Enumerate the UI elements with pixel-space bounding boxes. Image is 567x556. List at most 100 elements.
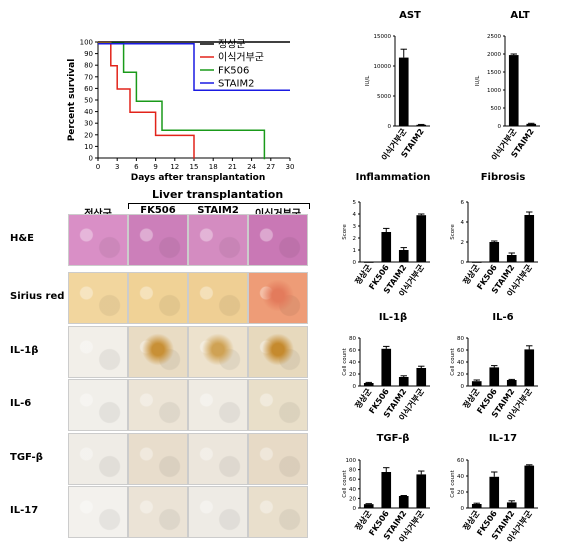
bar — [524, 349, 535, 386]
histology-column-label: FK506 — [140, 205, 176, 216]
bar-y-tick-label: 5 — [353, 200, 357, 206]
bar-y-tick-label: 20 — [349, 372, 356, 378]
histology-micrograph — [68, 486, 128, 538]
survival-y-tick-label: 60 — [84, 85, 93, 93]
histology-micrograph — [128, 272, 188, 324]
survival-x-label: Days after transplantation — [131, 173, 266, 183]
bar — [506, 255, 517, 262]
histology-micrograph — [128, 326, 188, 378]
bar-y-tick-label: 0 — [498, 124, 502, 130]
histology-micrograph — [248, 272, 308, 324]
bar — [416, 124, 427, 126]
histology-row-label: Sirius red — [10, 291, 65, 302]
histology-row-label: H&E — [10, 233, 34, 244]
bar — [416, 215, 427, 262]
bar-charts: AST050001000015000IU/L이식거부군STAIM2ALT0500… — [342, 10, 540, 544]
survival-y-tick-label: 40 — [84, 108, 93, 116]
survival-series-line — [98, 41, 195, 159]
survival-x-tick-label: 0 — [96, 163, 100, 171]
bar-y-tick-label: 40 — [457, 474, 464, 480]
legend-label: FK506 — [218, 66, 249, 77]
histology-column-label: STAIM2 — [197, 205, 239, 216]
bar-y-tick-label: 2 — [461, 240, 465, 246]
histology-micrograph — [248, 486, 308, 538]
bar-chart-panel: Inflammation012345Score정상군FK506STAIM2이식거… — [342, 172, 430, 298]
bar-y-tick-label: 2 — [353, 236, 357, 242]
histology-micrograph — [188, 272, 248, 324]
bar-y-tick-label: 60 — [457, 458, 464, 464]
bar-y-tick-label: 40 — [349, 360, 356, 366]
bar-y-tick-label: 1 — [353, 248, 357, 254]
histology-micrograph — [68, 214, 128, 266]
bar-chart-title: Fibrosis — [481, 172, 526, 183]
survival-x-tick-label: 6 — [134, 163, 139, 171]
survival-series-line — [98, 42, 266, 160]
bar-y-tick-label: 80 — [457, 336, 464, 342]
bar-y-tick-label: 40 — [457, 360, 464, 366]
survival-x-tick-label: 15 — [190, 163, 199, 171]
bar-y-tick-label: 20 — [457, 372, 464, 378]
histology-group-header: Liver transplantation — [152, 188, 284, 201]
bar-y-tick-label: 80 — [349, 336, 356, 342]
bar — [363, 383, 374, 386]
bar-y-tick-label: 60 — [349, 348, 356, 354]
survival-x-tick-label: 12 — [170, 163, 179, 171]
bar-y-tick-label: 3 — [353, 224, 357, 230]
bar-y-tick-label: 60 — [349, 477, 356, 483]
bar-y-label: Cell count — [450, 347, 456, 375]
histology-micrograph — [128, 379, 188, 431]
survival-y-label: Percent survival — [67, 59, 77, 142]
survival-y-tick-label: 50 — [84, 97, 93, 105]
bar — [363, 262, 374, 263]
survival-y-tick-label: 90 — [84, 50, 93, 58]
survival-y-tick-label: 10 — [84, 143, 93, 151]
histology-micrograph — [248, 326, 308, 378]
survival-chart: 0 10 20 30 40 50 60 70 80 90 100 0 3 6 9 12 15 18 21 24 27 30… — [67, 39, 295, 184]
histology-micrograph — [188, 326, 248, 378]
histology-row-label: TGF-β — [10, 452, 43, 463]
survival-x-tick-label: 30 — [286, 163, 295, 171]
bar-chart-title: Inflammation — [356, 172, 431, 183]
bar — [506, 380, 517, 386]
bar-y-tick-label: 0 — [353, 384, 357, 390]
bar-y-tick-label: 0 — [353, 506, 357, 512]
survival-x-tick-label: 9 — [153, 163, 157, 171]
bar-y-tick-label: 500 — [491, 106, 502, 112]
survival-x-tick-label: 3 — [115, 163, 119, 171]
histology-row-label: IL-1β — [10, 345, 39, 356]
bar — [471, 381, 482, 386]
bar-y-tick-label: 0 — [353, 260, 357, 266]
histology-micrograph — [68, 272, 128, 324]
bar-y-tick-label: 2500 — [487, 34, 501, 40]
bar — [508, 55, 519, 126]
bar-y-tick-label: 1000 — [487, 88, 501, 94]
survival-y-tick-label: 20 — [84, 131, 93, 139]
legend-label: 정상군 — [218, 39, 246, 51]
bar-y-tick-label: 0 — [461, 506, 465, 512]
histology-micrograph — [68, 379, 128, 431]
bar-chart-title: ALT — [510, 10, 529, 21]
bar-y-label: Cell count — [450, 469, 456, 497]
survival-y-tick-label: 0 — [89, 155, 93, 163]
survival-series-line — [98, 43, 290, 91]
bar-y-label: IU/L — [475, 75, 481, 87]
histology-micrograph — [188, 433, 248, 485]
bar — [489, 476, 500, 508]
bar-chart-title: AST — [399, 10, 421, 21]
bar-y-label: Cell count — [342, 347, 348, 375]
histology-micrograph — [128, 433, 188, 485]
bar — [524, 465, 535, 508]
survival-x-tick-label: 21 — [228, 163, 237, 171]
bar-y-tick-label: 5000 — [377, 94, 391, 100]
bar-y-tick-label: 4 — [461, 220, 465, 226]
bar-y-tick-label: 1500 — [487, 70, 501, 76]
bar-y-tick-label: 20 — [457, 490, 464, 496]
bar — [398, 496, 409, 508]
bar — [506, 502, 517, 508]
bar — [398, 250, 409, 262]
